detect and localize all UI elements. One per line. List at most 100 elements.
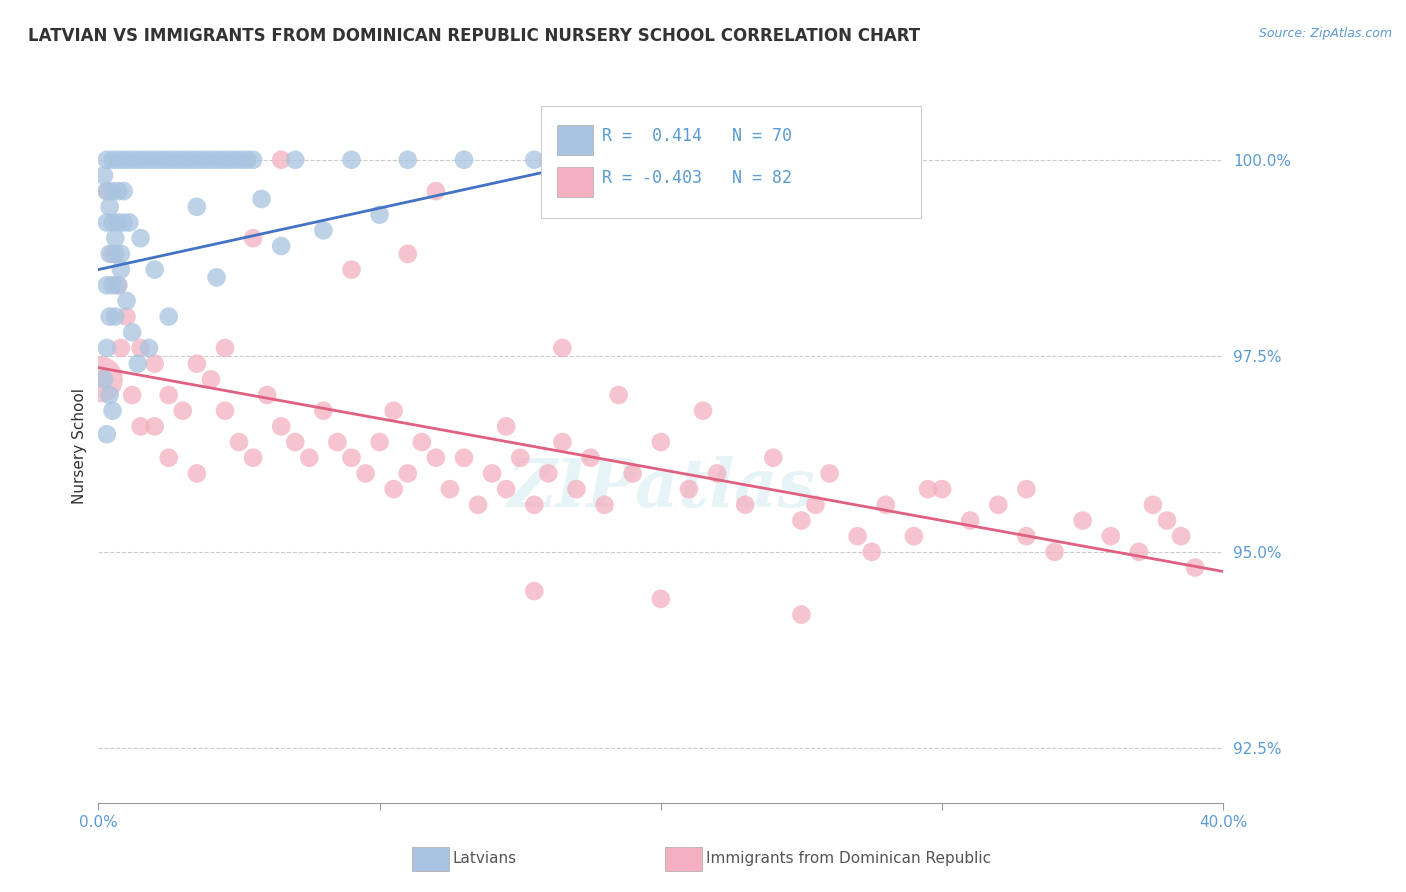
Point [96, 215, 118, 229]
Point [101, 403, 124, 417]
Point [98, 200, 121, 214]
Point [96, 278, 118, 293]
Point [425, 184, 447, 198]
Point [121, 326, 143, 340]
Text: Immigrants from Dominican Republic: Immigrants from Dominican Republic [706, 851, 991, 865]
Point [157, 388, 180, 402]
Point [678, 482, 700, 496]
Point [115, 310, 138, 324]
Point [157, 153, 180, 167]
Point [96, 341, 118, 355]
Point [98, 388, 121, 402]
Point [214, 403, 236, 417]
Point [340, 450, 363, 465]
Point [107, 278, 129, 293]
Text: ZIPatlas: ZIPatlas [508, 457, 814, 521]
Point [205, 270, 228, 285]
Point [467, 498, 489, 512]
Point [340, 262, 363, 277]
Point [110, 262, 132, 277]
Y-axis label: Nursery School: Nursery School [72, 388, 87, 504]
Point [1184, 560, 1206, 574]
Point [157, 310, 180, 324]
Point [143, 419, 166, 434]
Point [152, 153, 174, 167]
Point [256, 388, 278, 402]
Point [875, 498, 897, 512]
Point [107, 215, 129, 229]
Point [368, 435, 391, 450]
Point [1170, 529, 1192, 543]
Point [1142, 498, 1164, 512]
Point [135, 153, 157, 167]
Point [903, 529, 925, 543]
Point [93, 372, 115, 386]
Point [1071, 514, 1094, 528]
Point [411, 435, 433, 450]
Point [101, 278, 124, 293]
Point [96, 184, 118, 198]
Point [846, 529, 869, 543]
Point [340, 153, 363, 167]
Point [1128, 545, 1150, 559]
Point [579, 450, 602, 465]
Point [537, 467, 560, 481]
Point [121, 388, 143, 402]
Point [439, 482, 461, 496]
Point [174, 153, 197, 167]
Point [180, 153, 202, 167]
Point [141, 153, 163, 167]
Point [1099, 529, 1122, 543]
Point [650, 591, 672, 606]
Point [124, 153, 146, 167]
Point [112, 184, 135, 198]
Point [607, 153, 630, 167]
Point [382, 482, 405, 496]
Point [762, 450, 785, 465]
Point [382, 403, 405, 417]
Point [143, 357, 166, 371]
Point [523, 584, 546, 599]
Point [860, 545, 883, 559]
Point [107, 278, 129, 293]
Point [270, 419, 292, 434]
Point [242, 231, 264, 245]
Point [110, 341, 132, 355]
Point [186, 467, 208, 481]
Point [495, 419, 517, 434]
Point [96, 427, 118, 442]
Point [706, 467, 728, 481]
Point [200, 372, 222, 386]
Text: Source: ZipAtlas.com: Source: ZipAtlas.com [1258, 27, 1392, 40]
Point [169, 153, 191, 167]
Point [270, 239, 292, 253]
Point [101, 153, 124, 167]
Point [453, 153, 475, 167]
Point [98, 310, 121, 324]
Point [143, 262, 166, 277]
Point [607, 388, 630, 402]
Point [396, 467, 419, 481]
Point [129, 231, 152, 245]
Point [115, 293, 138, 308]
Point [1015, 529, 1038, 543]
Point [225, 153, 247, 167]
Point [202, 153, 225, 167]
Point [284, 153, 307, 167]
Point [734, 498, 756, 512]
Point [93, 169, 115, 183]
Point [112, 215, 135, 229]
Point [523, 153, 546, 167]
Point [537, 153, 560, 167]
Point [138, 341, 160, 355]
Point [101, 247, 124, 261]
Point [101, 215, 124, 229]
Point [523, 498, 546, 512]
Point [129, 419, 152, 434]
Point [89, 372, 111, 386]
Text: Latvians: Latvians [453, 851, 517, 865]
Point [172, 403, 194, 417]
Point [1043, 545, 1066, 559]
Point [104, 231, 127, 245]
Text: LATVIAN VS IMMIGRANTS FROM DOMINICAN REPUBLIC NURSERY SCHOOL CORRELATION CHART: LATVIAN VS IMMIGRANTS FROM DOMINICAN REP… [28, 27, 921, 45]
